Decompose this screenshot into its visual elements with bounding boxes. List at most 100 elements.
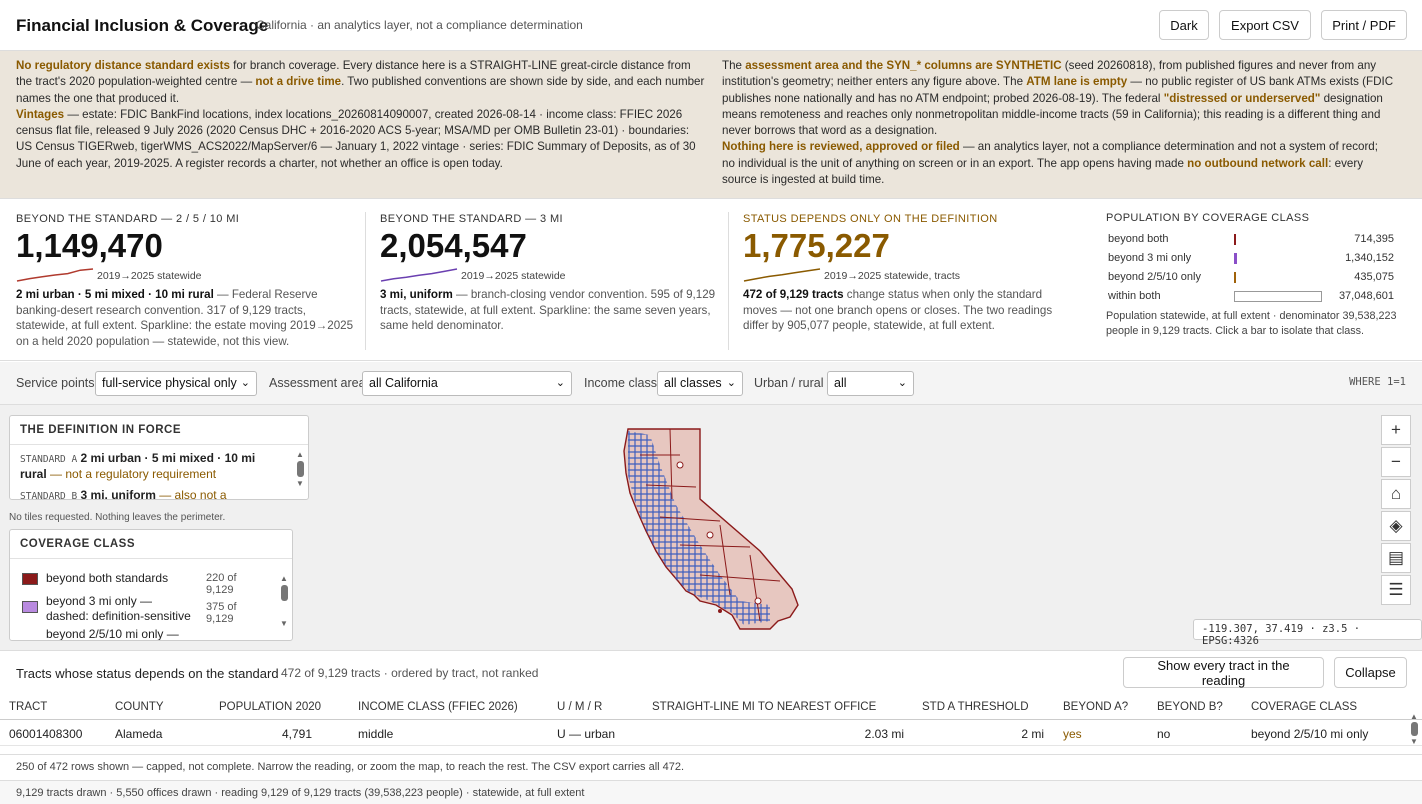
- coverage-legend-items: beyond both standards 220 of 9,129 beyon…: [10, 559, 292, 641]
- legend-label: beyond 3 mi only — dashed: definition-se…: [46, 594, 191, 623]
- no-tiles-note: No tiles requested. Nothing leaves the p…: [9, 512, 226, 523]
- legend-scrollbar[interactable]: ▲ ▼: [279, 574, 289, 636]
- kpi-sparkline-label: 2019→2025 statewide: [97, 270, 202, 282]
- table-row[interactable]: 06001408300 Alameda 4,791 middle U — urb…: [0, 712, 1422, 746]
- cell-tract: 06001408300: [9, 727, 83, 741]
- kpi-beyond-3: BEYOND THE STANDARD — 3 MI 2,054,547 201…: [380, 213, 720, 332]
- status-footer: 9,129 tracts drawn · 5,550 offices drawn…: [0, 780, 1422, 804]
- zoom-in-button[interactable]: +: [1381, 415, 1411, 445]
- export-csv-button[interactable]: Export CSV: [1219, 10, 1311, 40]
- column-header[interactable]: COVERAGE CLASS: [1251, 701, 1358, 713]
- tract-marker: [718, 609, 722, 613]
- layers-icon[interactable]: ◈: [1381, 511, 1411, 541]
- dark-mode-button[interactable]: Dark: [1159, 10, 1209, 40]
- where-clause: WHERE 1=1: [1349, 376, 1406, 388]
- coverage-legend-title: COVERAGE CLASS: [10, 530, 292, 559]
- income-class-label: Income class: [584, 376, 657, 390]
- definition-scrollbar[interactable]: ▲ ▼: [295, 450, 305, 498]
- column-header[interactable]: BEYOND A?: [1063, 701, 1129, 713]
- service-points-label: Service points: [16, 376, 95, 390]
- kpi-standard: 472 of 9,129 tracts: [743, 288, 844, 301]
- divider: [365, 212, 366, 350]
- standard-a-key: STANDARD A: [20, 454, 78, 465]
- kpi-description: 3 mi, uniform — branch-closing vendor co…: [380, 287, 720, 334]
- kpi-standard: 3 mi, uniform: [380, 288, 453, 301]
- legend-item-beyond-3[interactable]: beyond 3 mi only — dashed: definition-se…: [22, 587, 266, 627]
- scroll-down-icon[interactable]: ▼: [1410, 737, 1418, 746]
- population-row-label: beyond 3 mi only: [1108, 252, 1192, 264]
- scroll-up-icon[interactable]: ▲: [296, 450, 304, 459]
- urban-rural-select[interactable]: all ⌄: [827, 371, 914, 396]
- notice-text: designation means remoteness and reaches…: [722, 91, 1383, 138]
- service-points-select[interactable]: full-service physical only ⌄: [95, 371, 257, 396]
- tract-marker: [706, 531, 714, 539]
- column-header[interactable]: U / M / R: [557, 701, 603, 713]
- column-header[interactable]: STRAIGHT-LINE MI TO NEAREST OFFICE: [652, 701, 877, 713]
- collapse-button[interactable]: Collapse: [1334, 657, 1407, 688]
- population-row-within-both[interactable]: within both 37,048,601: [1108, 288, 1406, 306]
- scroll-up-icon[interactable]: ▲: [1410, 712, 1418, 721]
- population-row-label: beyond both: [1108, 233, 1169, 245]
- table-title: Tracts whose status depends on the stand…: [16, 666, 279, 681]
- notice-text: The: [722, 59, 746, 72]
- notice-text: : every source is ingested at build time…: [722, 156, 1363, 187]
- population-row-value: 435,075: [1354, 271, 1394, 283]
- assessment-area-label: Assessment area: [269, 376, 366, 390]
- california-tract-map[interactable]: [620, 425, 805, 630]
- column-header[interactable]: POPULATION 2020: [219, 701, 322, 713]
- legend-item-beyond-2-5-10[interactable]: beyond 2/5/10 mi only —: [22, 627, 266, 641]
- scroll-down-icon[interactable]: ▼: [280, 619, 288, 628]
- home-icon[interactable]: ⌂: [1381, 479, 1411, 509]
- column-header[interactable]: INCOME CLASS (FFIEC 2026): [358, 701, 518, 713]
- zoom-out-button[interactable]: −: [1381, 447, 1411, 477]
- scroll-thumb[interactable]: [280, 585, 288, 601]
- notice-text: — estate: FDIC BankFind locations, index…: [16, 107, 696, 170]
- list-icon[interactable]: ☰: [1381, 575, 1411, 605]
- notice-highlight: Nothing here is reviewed, approved or fi…: [722, 140, 960, 154]
- select-value: full-service physical only: [102, 376, 237, 390]
- print-pdf-button[interactable]: Print / PDF: [1321, 10, 1407, 40]
- kpi-label: BEYOND THE STANDARD — 3 MI: [380, 213, 563, 225]
- map-icon[interactable]: ▤: [1381, 543, 1411, 573]
- show-every-tract-button[interactable]: Show every tract in the reading: [1123, 657, 1324, 688]
- income-class-select[interactable]: all classes ⌄: [657, 371, 743, 396]
- divider: [728, 212, 729, 350]
- legend-item-beyond-both[interactable]: beyond both standards 220 of 9,129: [22, 563, 266, 596]
- column-header[interactable]: COUNTY: [115, 701, 164, 713]
- population-bar[interactable]: [1234, 253, 1238, 264]
- notice-distance-paragraph: No regulatory distance standard exists f…: [16, 58, 706, 107]
- scroll-up-icon[interactable]: ▲: [280, 574, 288, 583]
- notice-highlight: "distressed or underserved": [1163, 91, 1321, 105]
- scroll-down-icon[interactable]: ▼: [296, 479, 304, 488]
- kpi-standard: 2 mi urban · 5 mi mixed · 10 mi rural: [16, 288, 214, 301]
- chevron-down-icon: ⌄: [726, 377, 736, 389]
- population-bar[interactable]: [1234, 291, 1323, 302]
- legend-label: beyond 2/5/10 mi only —: [46, 627, 179, 641]
- table-scrollbar[interactable]: ▲ ▼: [1409, 712, 1419, 746]
- legend-count: 375 of 9,129: [206, 601, 237, 625]
- kpi-definition-sensitive: STATUS DEPENDS ONLY ON THE DEFINITION 1,…: [743, 213, 1083, 332]
- kpi-value: 1,775,227: [743, 227, 890, 264]
- population-row-beyond-3[interactable]: beyond 3 mi only 1,340,152: [1108, 250, 1406, 268]
- column-header[interactable]: BEYOND B?: [1157, 701, 1223, 713]
- kpi-sparkline: [380, 268, 458, 282]
- kpi-sparkline-label: 2019→2025 statewide: [461, 270, 566, 282]
- assessment-area-select[interactable]: all California ⌄: [362, 371, 572, 396]
- column-header[interactable]: STD A THRESHOLD: [922, 701, 1029, 713]
- map-area[interactable]: THE DEFINITION IN FORCE STANDARD A 2 mi …: [0, 405, 1422, 651]
- standard-b-key: STANDARD B: [20, 491, 78, 500]
- kpi-beyond-2-5-10: BEYOND THE STANDARD — 2 / 5 / 10 MI 1,14…: [16, 213, 356, 348]
- standard-b-note: — also not a: [155, 488, 227, 500]
- notice-highlight: ATM lane is empty: [1026, 75, 1128, 89]
- column-header[interactable]: TRACT: [9, 701, 48, 713]
- notice-review-paragraph: Nothing here is reviewed, approved or fi…: [722, 139, 1394, 188]
- legend-swatch: [22, 601, 38, 613]
- definition-panel-title: THE DEFINITION IN FORCE: [10, 416, 308, 445]
- population-row-value: 37,048,601: [1338, 290, 1394, 302]
- population-bar[interactable]: [1234, 234, 1236, 245]
- scroll-thumb[interactable]: [296, 461, 304, 477]
- population-bar[interactable]: [1234, 272, 1236, 283]
- population-row-beyond-2-5-10[interactable]: beyond 2/5/10 only 435,075: [1108, 269, 1406, 287]
- scroll-thumb[interactable]: [1410, 722, 1418, 736]
- population-row-beyond-both[interactable]: beyond both 714,395: [1108, 231, 1406, 249]
